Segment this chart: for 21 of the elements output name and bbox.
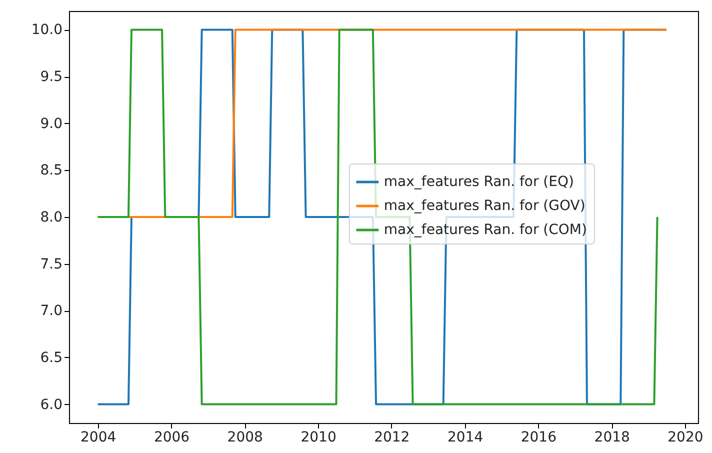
y-tick-label: 8.5 (40, 162, 62, 179)
legend-label: max_features Ran. for (GOV) (384, 198, 586, 214)
y-tick-label: 7.5 (40, 256, 62, 272)
y-tick-label: 9.5 (40, 69, 62, 86)
y-tick-label: 6.0 (40, 396, 62, 413)
x-tick-label: 2020 (668, 430, 704, 446)
x-tick-label: 2018 (594, 430, 630, 446)
x-tick-label: 2014 (448, 430, 484, 446)
x-tick-label: 2012 (374, 430, 410, 446)
x-tick-label: 2008 (227, 430, 263, 446)
y-tick-label: 10.0 (31, 22, 62, 38)
y-tick-label: 6.5 (40, 350, 62, 366)
y-tick-label: 7.0 (40, 303, 62, 320)
x-tick-label: 2006 (154, 430, 190, 446)
y-tick-label: 8.0 (40, 210, 62, 226)
x-tick-label: 2016 (520, 430, 557, 446)
legend-label: max_features Ran. for (COM) (384, 222, 587, 238)
x-tick-label: 2010 (300, 430, 336, 446)
x-tick-label: 2004 (80, 430, 116, 446)
y-tick-label: 9.0 (40, 116, 62, 132)
legend-label: max_features Ran. for (EQ) (384, 174, 574, 190)
